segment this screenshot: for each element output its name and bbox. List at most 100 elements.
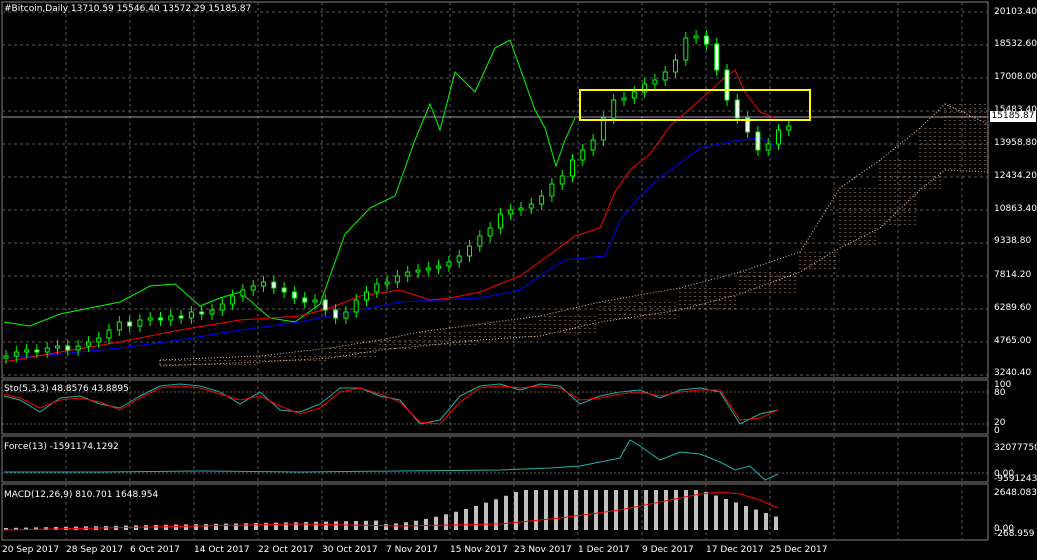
- candle-body: [425, 267, 431, 271]
- macd-histogram-bar: [144, 525, 148, 530]
- candle-body: [559, 175, 565, 185]
- main-chart-title: #Bitcoin,Daily 13710.59 15546.40 13572.2…: [4, 4, 252, 14]
- price-label: 7814.20: [994, 270, 1032, 280]
- candle-body: [322, 299, 328, 311]
- macd-histogram-bar: [714, 495, 718, 530]
- candle-body: [261, 281, 266, 287]
- candle-body: [199, 311, 205, 315]
- candle-body: [240, 289, 246, 297]
- macd-histogram-bar: [544, 490, 548, 530]
- macd-histogram-bar: [44, 527, 48, 530]
- macd-histogram-bar: [734, 502, 738, 530]
- candle-body: [343, 311, 349, 319]
- price-label: 4765.00: [994, 336, 1032, 346]
- candle-body: [497, 213, 503, 229]
- macd-histogram-bar: [164, 524, 168, 530]
- candle-body: [137, 319, 143, 327]
- macd-histogram-bar: [754, 509, 758, 530]
- candle-body: [456, 255, 462, 263]
- candle-body: [96, 337, 102, 343]
- price-label: 20103.40: [994, 7, 1037, 17]
- macd-histogram-bar: [474, 505, 478, 530]
- macd-histogram-bar: [234, 523, 238, 530]
- macd-level: -268.959: [994, 529, 1035, 539]
- date-label: 30 Oct 2017: [322, 545, 378, 555]
- macd-histogram-bar: [214, 523, 218, 530]
- macd-histogram-bar: [764, 513, 768, 530]
- macd-histogram-bar: [644, 490, 648, 530]
- macd-histogram-bar: [334, 521, 338, 530]
- price-label: 15483.40: [994, 105, 1037, 115]
- candle-body: [44, 347, 50, 353]
- candle-body: [168, 315, 174, 321]
- candle-body: [508, 209, 514, 215]
- macd-histogram-bar: [574, 490, 578, 530]
- candle-body: [209, 309, 215, 315]
- candle-body: [652, 79, 658, 85]
- candle-body: [302, 297, 308, 303]
- price-label: 12434.20: [994, 171, 1037, 181]
- price-label: 9338.80: [994, 236, 1032, 246]
- candle-body: [745, 117, 751, 133]
- macd-histogram-bar: [254, 523, 258, 530]
- tenkan-sen-line: [3, 69, 776, 363]
- date-label: 9 Dec 2017: [642, 545, 694, 555]
- price-label: 6289.60: [994, 303, 1032, 313]
- macd-histogram-bar: [614, 490, 618, 530]
- macd-histogram-bar: [534, 490, 538, 530]
- candle-body: [487, 227, 493, 237]
- macd-histogram-bar: [684, 490, 688, 530]
- candle-body: [765, 143, 771, 151]
- price-label: 3240.40: [994, 368, 1032, 378]
- candle-body: [673, 59, 678, 73]
- macd-histogram-bar: [634, 490, 638, 530]
- candle-body: [621, 97, 627, 101]
- date-label: 23 Nov 2017: [514, 545, 572, 555]
- macd-histogram-bar: [674, 490, 678, 530]
- candle-body: [642, 83, 648, 93]
- macd-histogram-bar: [34, 527, 38, 530]
- price-label: 13958.80: [994, 138, 1037, 148]
- macd-level: 2648.083: [994, 488, 1037, 498]
- candle-body: [353, 299, 359, 313]
- macd-histogram-bar: [454, 511, 458, 530]
- macd-histogram-bar: [284, 522, 288, 530]
- date-label: 1 Dec 2017: [578, 545, 630, 555]
- macd-level: 0.00: [994, 524, 1015, 534]
- macd-histogram-bar: [484, 502, 488, 530]
- pane-frame: [1, 379, 989, 435]
- pane-frame: [1, 435, 989, 483]
- candle-body: [271, 281, 277, 289]
- macd-histogram-bar: [464, 508, 468, 530]
- candle-body: [312, 299, 318, 303]
- candle-body: [147, 317, 153, 321]
- candle-body: [755, 131, 761, 151]
- macd-histogram-bar: [564, 490, 568, 530]
- candle-body: [374, 283, 380, 293]
- candle-body: [405, 271, 411, 277]
- macd-histogram-bar: [204, 524, 208, 530]
- candle-body: [364, 291, 369, 301]
- force-level: 32077750.9: [994, 443, 1037, 453]
- candle-body: [219, 303, 225, 311]
- current-price-tag: 15185.87: [990, 111, 1036, 122]
- candle-body: [158, 317, 163, 321]
- macd-histogram-bar: [14, 527, 18, 530]
- macd-histogram-bar: [594, 490, 598, 530]
- macd-histogram-bar: [224, 523, 228, 530]
- candle-body: [230, 295, 236, 305]
- macd-histogram-bar: [274, 522, 278, 530]
- pane-frame: [1, 1, 989, 379]
- macd-histogram-bar: [184, 524, 188, 530]
- force-level: -9591243.3: [994, 474, 1037, 484]
- price-label: 17008.00: [994, 72, 1037, 82]
- price-label: 10863.40: [994, 204, 1037, 214]
- highlight-box: [579, 89, 811, 121]
- date-label: 28 Sep 2017: [66, 545, 124, 555]
- candle-body: [250, 285, 256, 291]
- macd-histogram-bar: [394, 523, 398, 530]
- macd-histogram-bar: [624, 490, 628, 530]
- price-label: 18532.60: [994, 39, 1037, 49]
- macd-histogram-bar: [174, 524, 178, 530]
